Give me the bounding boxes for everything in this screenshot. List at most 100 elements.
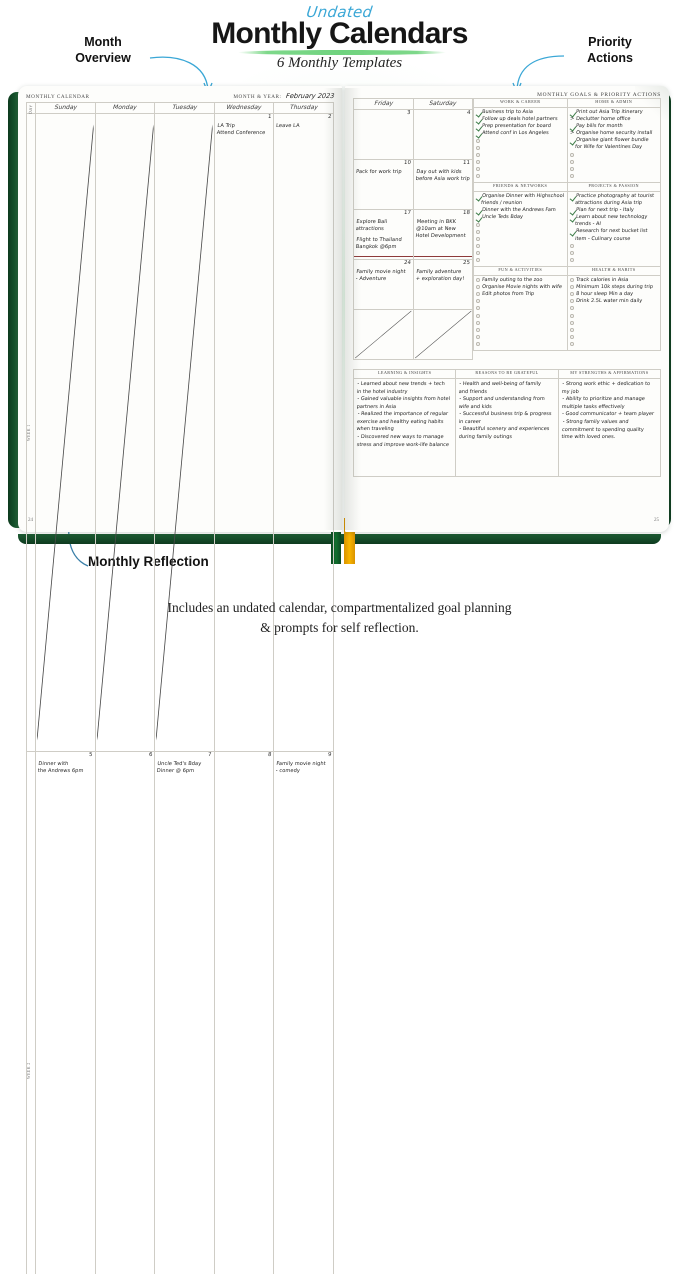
checkbox-icon[interactable] bbox=[476, 223, 480, 227]
goal-task-empty[interactable] bbox=[476, 221, 565, 228]
day-event[interactable]: Pack for work trip bbox=[356, 169, 411, 176]
checkbox-icon[interactable] bbox=[476, 335, 480, 339]
goal-task[interactable]: Uncle Teds Bday bbox=[476, 214, 565, 221]
checkbox-icon[interactable] bbox=[476, 251, 480, 255]
goal-task-empty[interactable] bbox=[476, 166, 565, 173]
checkbox-icon[interactable] bbox=[570, 306, 574, 310]
goal-task-empty[interactable] bbox=[476, 305, 565, 312]
reflection-column-cell[interactable]: - Learned about new trends + tech in the… bbox=[354, 379, 456, 477]
calendar-day-cell[interactable] bbox=[413, 310, 473, 360]
day-event[interactable]: Family movie night - comedy bbox=[276, 761, 332, 775]
goal-task-empty[interactable] bbox=[476, 334, 565, 341]
goal-task[interactable]: Practice photography at tourist bbox=[570, 193, 659, 200]
checkbox-icon[interactable] bbox=[570, 314, 574, 318]
calendar-day-cell[interactable] bbox=[95, 114, 155, 752]
checkbox-icon[interactable] bbox=[476, 342, 480, 346]
goal-task[interactable]: Edit photos from Trip bbox=[476, 291, 565, 298]
checkbox-icon[interactable] bbox=[570, 292, 574, 296]
goal-task-empty[interactable] bbox=[570, 327, 659, 334]
goal-task[interactable]: Attend conf in Los Angeles bbox=[476, 130, 565, 137]
checkbox-icon[interactable] bbox=[570, 251, 574, 255]
checkbox-icon[interactable] bbox=[476, 117, 480, 121]
goal-task[interactable]: Research for next bucket list bbox=[570, 228, 659, 235]
goal-task-empty[interactable] bbox=[476, 152, 565, 159]
goal-task-empty[interactable] bbox=[570, 159, 659, 166]
goal-task-empty[interactable] bbox=[476, 243, 565, 250]
checkbox-icon[interactable] bbox=[570, 328, 574, 332]
goal-task-empty[interactable] bbox=[476, 250, 565, 257]
checkbox-icon[interactable] bbox=[476, 139, 480, 143]
goal-task-empty[interactable] bbox=[570, 173, 659, 180]
goal-task[interactable]: Family outing to the zoo bbox=[476, 277, 565, 284]
goal-task[interactable]: Organise Movie nights with wife bbox=[476, 284, 565, 291]
goal-task-empty[interactable] bbox=[570, 257, 659, 264]
checkbox-icon[interactable] bbox=[570, 117, 574, 121]
checkbox-icon[interactable] bbox=[476, 306, 480, 310]
reflection-column-cell[interactable]: - Health and well-being of family and fr… bbox=[456, 379, 558, 477]
checkbox-icon[interactable] bbox=[476, 314, 480, 318]
goal-task-empty[interactable] bbox=[476, 236, 565, 243]
goal-task-empty[interactable] bbox=[570, 319, 659, 326]
calendar-day-cell[interactable] bbox=[155, 114, 215, 752]
checkbox-icon[interactable] bbox=[570, 208, 574, 212]
goal-task-empty[interactable] bbox=[570, 341, 659, 348]
checkbox-icon[interactable] bbox=[570, 342, 574, 346]
checkbox-icon[interactable] bbox=[476, 278, 480, 282]
goal-task-empty[interactable] bbox=[476, 298, 565, 305]
checkbox-icon[interactable] bbox=[476, 160, 480, 164]
checkbox-icon[interactable] bbox=[476, 124, 480, 128]
checkbox-icon[interactable] bbox=[476, 321, 480, 325]
checkbox-icon[interactable] bbox=[476, 237, 480, 241]
goal-task-empty[interactable] bbox=[476, 173, 565, 180]
checkbox-icon[interactable] bbox=[570, 278, 574, 282]
checkbox-icon[interactable] bbox=[570, 153, 574, 157]
calendar-day-cell[interactable]: 5Dinner with the Andrews 6pm bbox=[36, 752, 96, 1274]
day-event[interactable]: Flight to Thailand Bangkok @6pm bbox=[355, 237, 411, 251]
checkbox-icon[interactable] bbox=[476, 285, 480, 289]
day-event[interactable]: Explore Bali attractions bbox=[355, 219, 411, 233]
goal-task-empty[interactable] bbox=[476, 228, 565, 235]
checkbox-icon[interactable] bbox=[570, 194, 574, 198]
day-event[interactable]: LA Trip Attend Conference bbox=[216, 123, 272, 137]
checkbox-icon[interactable] bbox=[570, 299, 574, 303]
goal-task-empty[interactable] bbox=[570, 305, 659, 312]
goal-task-empty[interactable] bbox=[570, 334, 659, 341]
reflection-column-cell[interactable]: - Strong work ethic + dedication to my j… bbox=[558, 379, 660, 477]
goal-task-empty[interactable] bbox=[476, 159, 565, 166]
checkbox-icon[interactable] bbox=[476, 292, 480, 296]
goal-task-empty[interactable] bbox=[476, 319, 565, 326]
goal-task-empty[interactable] bbox=[476, 341, 565, 348]
checkbox-icon[interactable] bbox=[570, 167, 574, 171]
checkbox-icon[interactable] bbox=[476, 328, 480, 332]
checkbox-icon[interactable] bbox=[570, 215, 574, 219]
checkbox-icon[interactable] bbox=[476, 215, 480, 219]
calendar-day-cell[interactable]: 4 bbox=[413, 110, 473, 160]
checkbox-icon[interactable] bbox=[476, 174, 480, 178]
checkbox-icon[interactable] bbox=[570, 230, 574, 234]
day-event[interactable]: Meeting in BKK @10am at New Hotel Develo… bbox=[415, 219, 471, 241]
checkbox-icon[interactable] bbox=[570, 160, 574, 164]
day-event[interactable]: Family movie night - Adventure bbox=[355, 269, 411, 283]
goal-task[interactable]: Drink 2.5L water min daily bbox=[570, 298, 659, 305]
checkbox-icon[interactable] bbox=[476, 110, 480, 114]
goal-task-empty[interactable] bbox=[570, 250, 659, 257]
checkbox-icon[interactable] bbox=[570, 285, 574, 289]
goal-task-empty[interactable] bbox=[570, 243, 659, 250]
goal-task-empty[interactable] bbox=[476, 137, 565, 144]
checkbox-icon[interactable] bbox=[476, 194, 480, 198]
checkbox-icon[interactable] bbox=[570, 110, 574, 114]
checkbox-icon[interactable] bbox=[476, 131, 480, 135]
goal-task-empty[interactable] bbox=[570, 152, 659, 159]
calendar-day-cell[interactable]: 8 bbox=[214, 752, 274, 1274]
checkbox-icon[interactable] bbox=[570, 131, 574, 135]
calendar-day-cell[interactable] bbox=[36, 114, 96, 752]
goal-task-empty[interactable] bbox=[570, 166, 659, 173]
checkbox-icon[interactable] bbox=[476, 258, 480, 262]
checkbox-icon[interactable] bbox=[570, 124, 574, 128]
checkbox-icon[interactable] bbox=[570, 139, 574, 143]
goal-task-empty[interactable] bbox=[476, 257, 565, 264]
calendar-day-cell[interactable]: 9Family movie night - comedy bbox=[274, 752, 334, 1274]
